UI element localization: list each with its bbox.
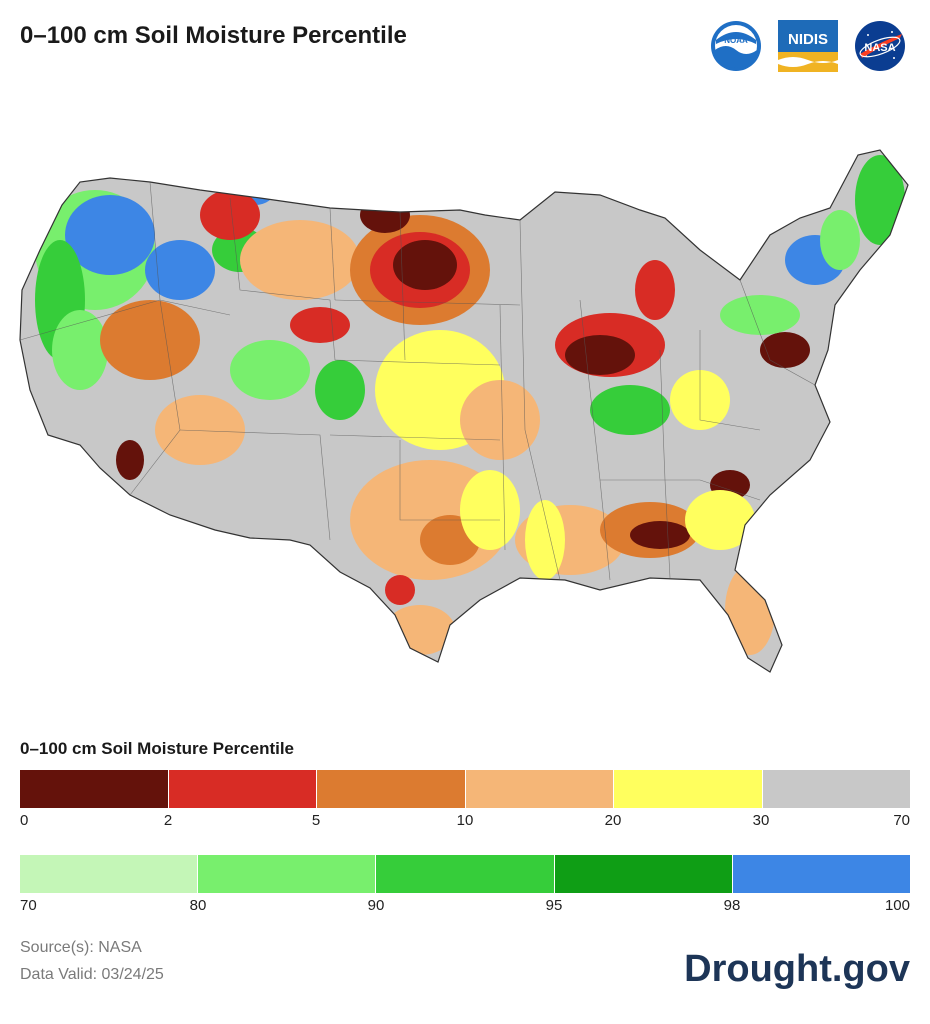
tick-label: 90 <box>367 897 385 914</box>
legend-swatch-70-80 <box>20 855 199 893</box>
nidis-logo-text: NIDIS <box>788 31 828 48</box>
legend-swatch-90-95 <box>376 855 555 893</box>
drought-gov-logo[interactable]: Drought.gov <box>684 948 910 990</box>
page-title: 0–100 cm Soil Moisture Percentile <box>20 22 407 49</box>
legend-swatch-2-5 <box>168 770 317 808</box>
legend-ticks-dry: 0 2 5 10 20 30 70 <box>20 812 910 834</box>
legend-swatch-30-70 <box>762 770 910 808</box>
legend-swatch-5-10 <box>317 770 466 808</box>
tick-label: 20 <box>604 812 622 829</box>
partner-logos: NOAA NIDIS NASA <box>710 20 906 72</box>
usa-outline <box>19 149 909 673</box>
noaa-logo[interactable]: NOAA <box>710 20 762 72</box>
legend-title: 0–100 cm Soil Moisture Percentile <box>20 739 295 758</box>
tick-label: 5 <box>311 812 321 829</box>
tick-label: 70 <box>893 812 910 829</box>
nasa-logo[interactable]: NASA <box>854 20 906 72</box>
legend-swatch-80-90 <box>198 855 377 893</box>
nasa-logo-text: NASA <box>864 42 895 54</box>
map-fill <box>20 150 908 672</box>
soil-moisture-map <box>0 100 930 700</box>
legend-swatch-95-98 <box>554 855 733 893</box>
tick-label: 10 <box>456 812 474 829</box>
tick-label: 2 <box>163 812 173 829</box>
legend-bar-wet <box>20 855 911 893</box>
noaa-logo-text: NOAA <box>724 36 748 45</box>
usa-map <box>19 149 909 673</box>
data-valid-text: Data Valid: 03/24/25 <box>20 966 164 983</box>
tick-label: 0 <box>20 812 29 829</box>
nidis-logo[interactable]: NIDIS <box>778 20 838 72</box>
legend-swatch-10-20 <box>465 770 614 808</box>
state-boundaries <box>19 181 816 581</box>
legend-swatch-0-2 <box>20 770 169 808</box>
tick-label: 95 <box>545 897 563 914</box>
tick-label: 30 <box>752 812 770 829</box>
source-info: Source(s): NASA Data Valid: 03/24/25 <box>20 934 164 988</box>
tick-label: 70 <box>20 897 37 914</box>
legend-bar-dry <box>20 770 910 808</box>
legend-ticks-wet: 70 80 90 95 98 100 <box>20 897 910 919</box>
legend-swatch-20-30 <box>614 770 763 808</box>
tick-label: 98 <box>723 897 741 914</box>
legend-swatch-98-100 <box>732 855 911 893</box>
tick-label: 80 <box>189 897 207 914</box>
tick-label: 100 <box>884 897 910 914</box>
source-text: Source(s): NASA <box>20 939 142 956</box>
